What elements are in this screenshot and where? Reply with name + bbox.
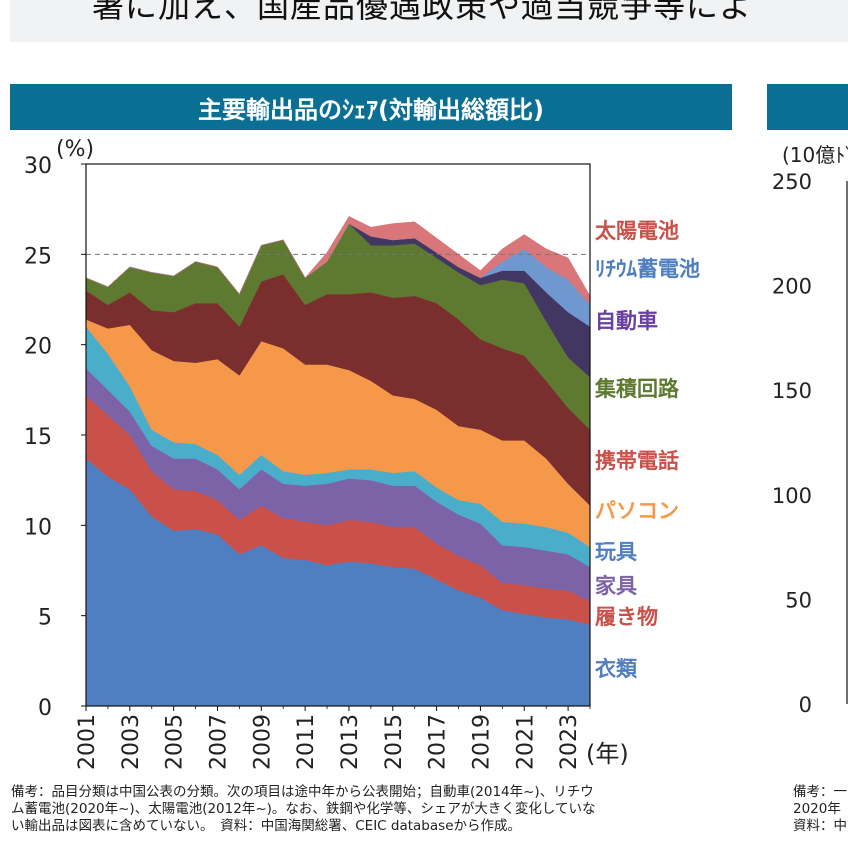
x-tick-label: 2015 (382, 714, 407, 770)
right-y-tick-label: 50 (785, 588, 812, 612)
x-axis-unit: (年) (586, 740, 629, 768)
right-note-line-3: 資料：中 (793, 818, 847, 834)
right-y-axis-ticks: 250 200 150 100 50 0 (772, 170, 812, 717)
note-line-1: 備考：品目分類は中国公表の分類。次の項目は途中年から公表開始；自動車(2014年… (11, 784, 594, 800)
chart-title: 主要輸出品のｼｪｱ(対輸出総額比) (10, 84, 732, 130)
right-panel-header (767, 84, 848, 130)
series-label: ﾘﾁｳﾑ蓄電池 (595, 257, 700, 281)
y-axis-ticks: 0 5 10 15 20 25 30 (24, 154, 86, 721)
right-chart-partial: (10億ﾄﾞ 250 200 150 100 50 0 (772, 143, 848, 717)
y-tick-label: 30 (24, 154, 52, 179)
x-tick-label: 2007 (206, 714, 231, 770)
y-tick-label: 15 (24, 425, 52, 450)
note-line-2: ム蓄電池(2020年~)、太陽電池(2012年~)。なお、鉄鋼や化学等、シェアが… (11, 801, 596, 817)
y-tick-label: 20 (24, 335, 52, 360)
top-banner: 署に加え、国産品優遇政策や過当競争等によ (10, 0, 848, 42)
right-y-tick-label: 0 (799, 693, 812, 717)
x-tick-label: 2005 (163, 714, 188, 770)
notes: 備考：品目分類は中国公表の分類。次の項目は途中年から公表開始；自動車(2014年… (11, 784, 751, 835)
series-label: 衣類 (595, 657, 638, 681)
x-tick-label: 2017 (426, 714, 451, 770)
x-tick-label: 2003 (119, 714, 144, 770)
export-share-chart: 0 5 10 15 20 25 30 2001 2003 2005 2007 2009 2011 201… (24, 137, 848, 770)
series-label: 自動車 (595, 309, 658, 333)
series-label: 家具 (595, 574, 637, 598)
x-tick-label: 2001 (75, 714, 100, 770)
x-tick-label: 2009 (250, 714, 275, 770)
x-tick-label: 2019 (469, 714, 494, 770)
right-y-tick-label: 250 (772, 170, 812, 194)
y-tick-label: 0 (38, 696, 52, 721)
note-line-3: い輸出品は図表に含めていない。 資料：中国海関総署、CEIC databaseか… (11, 818, 521, 834)
right-note-line-2: 2020年 (793, 801, 841, 817)
series-label: 太陽電池 (595, 219, 679, 243)
y-tick-label: 10 (24, 515, 52, 540)
x-axis-ticks: 2001 2003 2005 2007 2009 2011 2013 2015 2017 2019… (75, 706, 591, 770)
x-tick-label: 2013 (338, 714, 363, 770)
right-notes: 備考：一 2020年 資料：中 (793, 784, 848, 835)
right-y-axis-unit: (10億ﾄﾞ (782, 143, 848, 167)
series-label: パソコン (595, 499, 679, 523)
series-label: 玩具 (595, 540, 637, 564)
x-tick-label: 2021 (513, 714, 538, 770)
right-y-tick-label: 200 (772, 275, 812, 299)
y-tick-label: 5 (38, 606, 52, 631)
area-layers (85, 216, 591, 707)
x-tick-label: 2023 (557, 714, 582, 770)
series-label: 履き物 (595, 605, 658, 629)
top-banner-text: 署に加え、国産品優遇政策や過当競争等によ (92, 0, 753, 25)
y-tick-label: 25 (24, 244, 52, 269)
x-tick-label: 2011 (294, 714, 319, 770)
right-y-tick-label: 100 (772, 484, 812, 508)
series-label: 集積回路 (594, 377, 680, 401)
right-y-tick-label: 150 (772, 379, 812, 403)
right-note-line-1: 備考：一 (793, 784, 847, 800)
series-label: 携帯電話 (595, 449, 679, 473)
y-axis-unit: (%) (56, 137, 94, 162)
